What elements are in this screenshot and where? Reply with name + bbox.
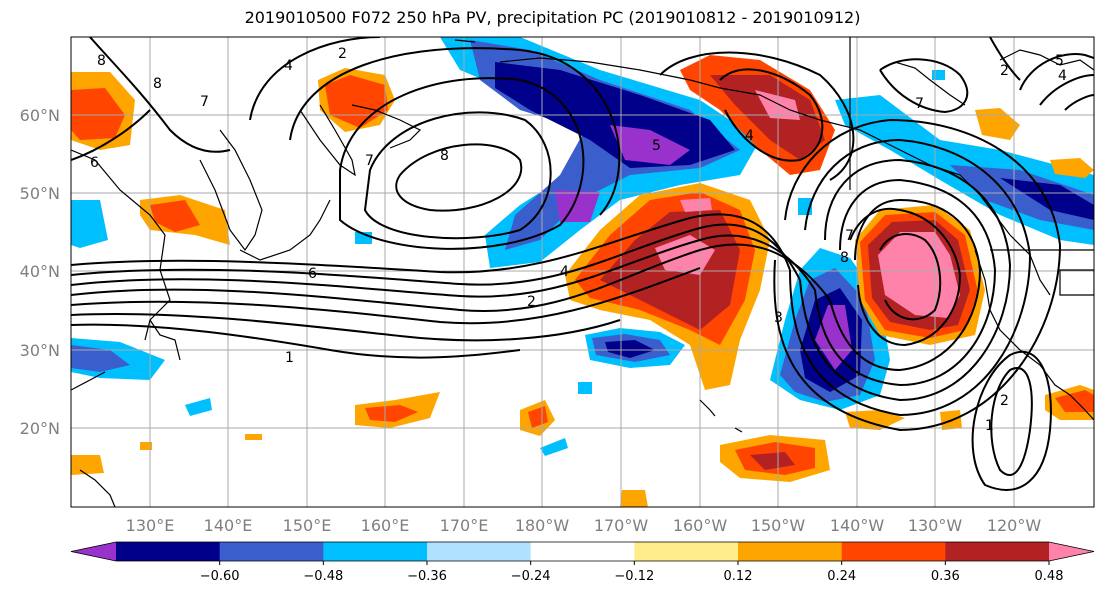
lon-label: 150°E xyxy=(283,516,332,535)
lon-label: 120°W xyxy=(987,516,1042,535)
contour-label: 6 xyxy=(308,266,317,282)
contour-label: 4 xyxy=(745,128,754,144)
lon-label: 150°W xyxy=(751,516,806,535)
precip-shading xyxy=(71,37,1094,507)
colorbar-tick-label: −0.36 xyxy=(407,569,447,584)
colorbar-swatch xyxy=(841,542,946,561)
colorbar: −0.60 −0.48 −0.36 −0.24 −0.12 0.12 0.24 0.36 0.4… xyxy=(70,541,1095,584)
contour-label: 6 xyxy=(90,155,99,171)
contour-label: 8 xyxy=(840,250,849,266)
contour-label: 8 xyxy=(440,148,449,164)
colorbar-swatch xyxy=(738,542,843,561)
colorbar-tick-label: −0.12 xyxy=(614,569,654,584)
contour-label: 1 xyxy=(285,350,294,366)
contour-label: 2 xyxy=(1000,63,1009,79)
contour-label: 4 xyxy=(560,264,569,280)
colorbar-tick-label: 0.48 xyxy=(1035,569,1064,584)
lon-label: 170°W xyxy=(594,516,649,535)
colorbar-tick-label: 0.12 xyxy=(724,569,753,584)
lon-label: 130°E xyxy=(126,516,175,535)
contour-label: 7 xyxy=(845,228,854,244)
colorbar-swatch xyxy=(1049,542,1094,561)
lon-label: 160°W xyxy=(673,516,728,535)
contour-labels: 8 8 7 6 4 2 8 7 6 4 2 1 3 8 7 5 4 2 1 7 … xyxy=(90,46,1067,434)
graticule xyxy=(71,37,1094,507)
lat-label: 40°N xyxy=(20,262,60,281)
colorbar-swatch xyxy=(116,542,221,561)
colorbar-swatch xyxy=(634,542,739,561)
lon-labels: 130°E 140°E 150°E 160°E 170°E 180°W 170°… xyxy=(126,516,1042,535)
lon-label: 160°E xyxy=(361,516,410,535)
contour-label: 7 xyxy=(365,153,374,169)
lat-label: 50°N xyxy=(20,184,60,203)
contour-label: 3 xyxy=(774,310,783,326)
colorbar-swatch xyxy=(427,542,532,561)
colorbar-swatch xyxy=(323,542,428,561)
colorbar-tick-label: 0.36 xyxy=(931,569,960,584)
contour-label: 5 xyxy=(1055,53,1064,69)
contour-label: 2 xyxy=(527,294,536,310)
colorbar-swatch xyxy=(71,542,116,561)
contour-label: 7 xyxy=(915,96,924,112)
colorbar-tick-label: 0.24 xyxy=(827,569,856,584)
contour-label: 8 xyxy=(97,53,106,69)
map-title: 2019010500 F072 250 hPa PV, precipitatio… xyxy=(244,8,861,27)
lon-label: 130°W xyxy=(908,516,963,535)
contour-label: 2 xyxy=(338,46,347,62)
contour-label: 4 xyxy=(284,58,293,74)
lat-label: 60°N xyxy=(20,106,60,125)
colorbar-outline xyxy=(70,541,1095,562)
lon-label: 180°W xyxy=(515,516,570,535)
map-frame xyxy=(70,36,1095,508)
colorbar-tick-label: −0.24 xyxy=(511,569,551,584)
contour-label: 2 xyxy=(1000,393,1009,409)
pv-contours xyxy=(71,37,1094,491)
lat-label: 20°N xyxy=(20,419,60,438)
colorbar-tick-label: −0.48 xyxy=(303,569,343,584)
colorbar-swatch xyxy=(530,542,635,561)
contour-label: 1 xyxy=(985,418,994,434)
contour-label: 8 xyxy=(153,76,162,92)
contour-label: 7 xyxy=(200,94,209,110)
colorbar-tick-label: −0.60 xyxy=(200,569,240,584)
contour-label: 4 xyxy=(1058,68,1067,84)
contour-label: 5 xyxy=(652,138,661,154)
lat-label: 30°N xyxy=(20,341,60,360)
lon-label: 140°E xyxy=(204,516,253,535)
lat-labels: 60°N 50°N 40°N 30°N 20°N xyxy=(20,106,60,438)
colorbar-swatch xyxy=(219,542,324,561)
colorbar-swatch xyxy=(945,542,1050,561)
lon-label: 170°E xyxy=(440,516,489,535)
lon-label: 140°W xyxy=(830,516,885,535)
map-area: 8 8 7 6 4 2 8 7 6 4 2 1 3 8 7 5 4 2 1 7 … xyxy=(71,37,1094,507)
